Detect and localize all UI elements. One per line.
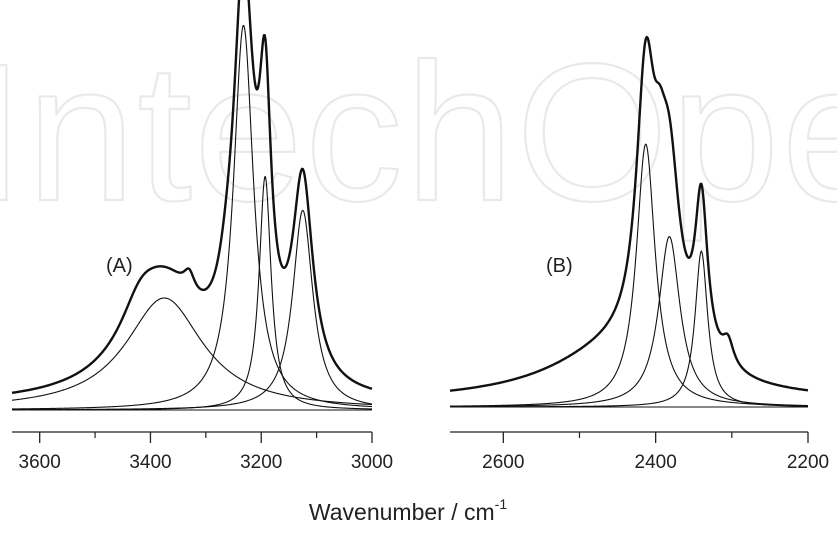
panel-a-component-2	[11, 24, 373, 410]
watermark: IntechOpen	[0, 23, 837, 242]
panel-b-component-3	[450, 250, 809, 408]
panel-b-component-1	[449, 143, 809, 407]
panel-b-tick-label: 2600	[482, 452, 524, 473]
panel-b-tick-label: 2200	[787, 452, 829, 473]
panel-b: (B) 2600 2400 2200	[449, 35, 829, 473]
panel-b-tick-label: 2400	[635, 452, 677, 473]
panel-a-tick-label: 3200	[240, 452, 282, 473]
x-axis-label-text: Wavenumber / cm	[309, 499, 495, 525]
panel-a-component-4	[12, 209, 373, 411]
panel-b-total-spectrum	[449, 35, 809, 392]
panel-a: (A) 3600 3400 3200 3000	[11, 0, 393, 473]
panel-a-component-1	[11, 297, 373, 406]
panel-a-tick-label: 3400	[129, 452, 171, 473]
panel-a-tick-label: 3000	[351, 452, 393, 473]
panel-a-total-spectrum	[11, 0, 373, 395]
panel-a-label: (A)	[106, 255, 133, 277]
panel-b-label: (B)	[546, 255, 573, 277]
panel-a-tick-label: 3600	[19, 452, 61, 473]
x-axis-label: Wavenumber / cm-1	[309, 496, 507, 525]
x-axis-label-sup: -1	[495, 496, 508, 512]
